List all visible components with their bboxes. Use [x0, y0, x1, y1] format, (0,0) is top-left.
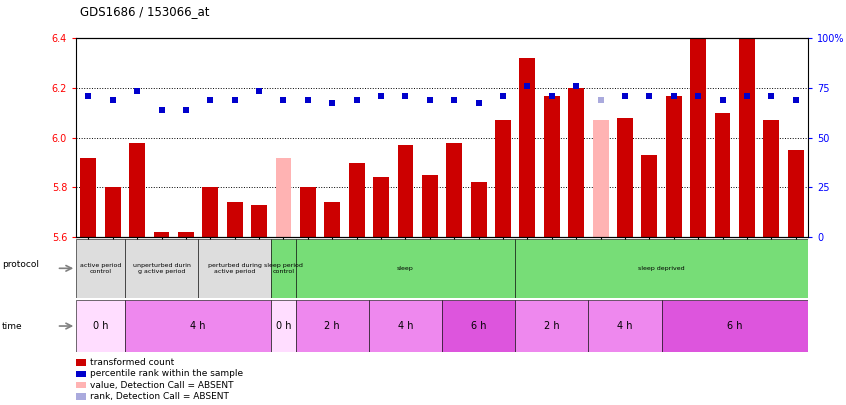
Text: perturbed during
active period: perturbed during active period: [208, 263, 261, 274]
Bar: [272, 239, 296, 298]
Bar: [763, 120, 779, 237]
Bar: [125, 300, 272, 352]
Bar: [544, 96, 560, 237]
Bar: [276, 158, 291, 237]
Text: 2 h: 2 h: [544, 321, 559, 331]
Bar: [666, 96, 682, 237]
Bar: [154, 232, 169, 237]
Text: sleep period
control: sleep period control: [264, 263, 303, 274]
Bar: [296, 239, 515, 298]
Text: 0 h: 0 h: [93, 321, 108, 331]
Bar: [369, 300, 442, 352]
Bar: [593, 120, 608, 237]
Bar: [519, 58, 536, 237]
Text: 6 h: 6 h: [471, 321, 486, 331]
Text: sleep deprived: sleep deprived: [638, 266, 685, 271]
Text: 2 h: 2 h: [325, 321, 340, 331]
Bar: [349, 162, 365, 237]
Bar: [739, 1, 755, 237]
Text: sleep: sleep: [397, 266, 414, 271]
Bar: [470, 182, 486, 237]
Bar: [788, 150, 804, 237]
Text: percentile rank within the sample: percentile rank within the sample: [90, 369, 243, 378]
Text: 6 h: 6 h: [727, 321, 743, 331]
Bar: [202, 188, 218, 237]
Text: GDS1686 / 153066_at: GDS1686 / 153066_at: [80, 5, 210, 18]
Bar: [129, 143, 145, 237]
Bar: [178, 232, 194, 237]
Bar: [324, 202, 340, 237]
Bar: [300, 188, 316, 237]
Text: 4 h: 4 h: [618, 321, 633, 331]
Bar: [515, 300, 588, 352]
Bar: [447, 143, 462, 237]
Bar: [105, 188, 121, 237]
Bar: [690, 9, 706, 237]
Bar: [442, 300, 515, 352]
Bar: [373, 177, 389, 237]
Bar: [569, 88, 584, 237]
Text: value, Detection Call = ABSENT: value, Detection Call = ABSENT: [90, 381, 233, 390]
Bar: [198, 239, 272, 298]
Bar: [76, 239, 125, 298]
Text: 4 h: 4 h: [190, 321, 206, 331]
Bar: [125, 239, 198, 298]
Text: transformed count: transformed count: [90, 358, 174, 367]
Bar: [80, 158, 96, 237]
Bar: [641, 155, 657, 237]
Bar: [227, 202, 243, 237]
Bar: [588, 300, 662, 352]
Bar: [398, 145, 414, 237]
Bar: [495, 120, 511, 237]
Bar: [515, 239, 808, 298]
Text: active period
control: active period control: [80, 263, 121, 274]
Text: time: time: [2, 322, 22, 330]
Bar: [662, 300, 808, 352]
Text: unperturbed durin
g active period: unperturbed durin g active period: [133, 263, 190, 274]
Bar: [617, 118, 633, 237]
Bar: [251, 205, 267, 237]
Text: protocol: protocol: [2, 260, 39, 269]
Text: rank, Detection Call = ABSENT: rank, Detection Call = ABSENT: [90, 392, 228, 401]
Text: 4 h: 4 h: [398, 321, 413, 331]
Bar: [715, 113, 730, 237]
Bar: [296, 300, 369, 352]
Bar: [76, 300, 125, 352]
Bar: [272, 300, 296, 352]
Bar: [422, 175, 437, 237]
Text: 0 h: 0 h: [276, 321, 291, 331]
